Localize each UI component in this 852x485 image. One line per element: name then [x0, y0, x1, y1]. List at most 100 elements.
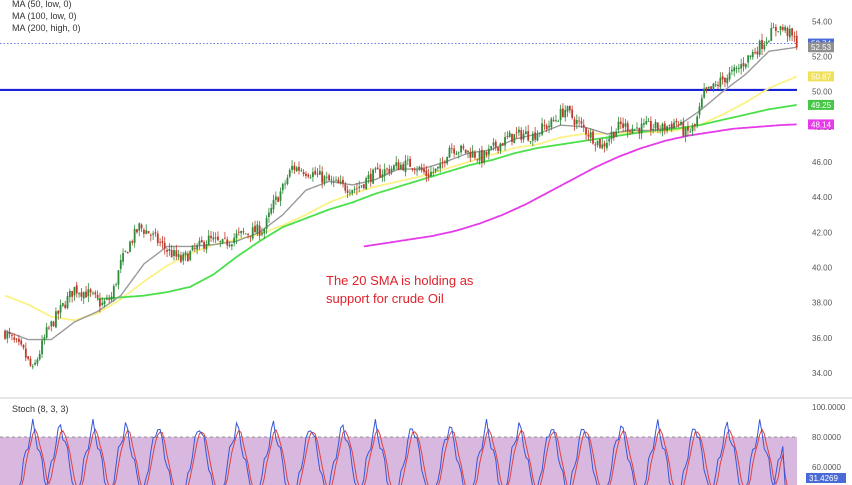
- candle-body: [793, 36, 796, 38]
- annotation: The 20 SMA is holding as support for crud…: [326, 273, 474, 306]
- candle: [774, 24, 777, 37]
- candle: [413, 167, 416, 175]
- candle: [527, 124, 530, 142]
- candle: [522, 129, 525, 143]
- candle: [536, 130, 539, 142]
- candle-body: [305, 173, 307, 176]
- candle-body: [464, 149, 467, 153]
- candle-body: [409, 158, 412, 167]
- candle: [13, 333, 16, 343]
- candle-body: [601, 144, 604, 149]
- candle-body: [295, 167, 298, 172]
- candle: [504, 132, 506, 151]
- candle-body: [656, 122, 659, 130]
- candle-body: [633, 129, 636, 130]
- candle: [712, 82, 715, 93]
- candle-body: [36, 359, 39, 364]
- candle-body: [182, 253, 185, 261]
- candle: [332, 176, 335, 188]
- candle: [263, 227, 266, 239]
- candle-body: [170, 250, 173, 258]
- candle-body: [103, 300, 106, 305]
- stoch-title: Stoch (8, 3, 3): [12, 404, 69, 414]
- candle: [242, 227, 245, 235]
- candle: [772, 22, 775, 29]
- candle-body: [751, 51, 754, 58]
- indicator-legend: MA (50, low, 0) MA (100, low, 0) MA (200, …: [12, 0, 81, 33]
- candle: [529, 141, 532, 145]
- candle: [374, 166, 377, 173]
- candle-body: [682, 122, 685, 136]
- candle-body: [474, 152, 476, 158]
- candle-body: [617, 121, 620, 130]
- candle-body: [670, 123, 673, 129]
- candle-body: [610, 131, 613, 140]
- candle-body: [737, 67, 740, 69]
- candle: [143, 228, 145, 238]
- candle-body: [497, 147, 499, 151]
- candle-body: [483, 151, 486, 163]
- candle-body: [381, 174, 384, 178]
- candle: [406, 155, 409, 166]
- candle: [524, 126, 527, 135]
- candle-body: [258, 225, 261, 236]
- candle-body: [508, 132, 511, 138]
- candle: [497, 147, 499, 154]
- candle: [226, 236, 229, 249]
- candle: [589, 128, 592, 143]
- candle-body: [622, 123, 625, 128]
- candle: [765, 37, 768, 47]
- candle-body: [684, 127, 687, 137]
- candle-body: [733, 67, 736, 72]
- price-axis-tick-label: 46.00: [812, 158, 833, 167]
- candle: [647, 117, 650, 122]
- annotation-line: support for crude Oil: [326, 291, 444, 306]
- candle-body: [369, 173, 372, 183]
- candle: [369, 168, 372, 187]
- candle-body: [203, 241, 205, 249]
- candle: [721, 72, 724, 85]
- candle-body: [652, 129, 655, 131]
- candle: [649, 116, 652, 136]
- candle-body: [140, 224, 143, 229]
- candle-body: [41, 340, 43, 355]
- candle-body: [740, 64, 743, 69]
- candle: [793, 31, 796, 43]
- candle-body: [254, 225, 256, 233]
- candle: [582, 119, 585, 133]
- candle: [740, 58, 743, 75]
- candle-body: [638, 127, 641, 134]
- candle-body: [279, 191, 282, 201]
- candle: [515, 126, 518, 139]
- candle: [307, 172, 310, 179]
- value-badge: 52.53: [808, 42, 834, 53]
- candle-body: [300, 170, 303, 172]
- candle-body: [24, 348, 27, 358]
- candle: [244, 233, 247, 235]
- candle: [217, 231, 219, 242]
- candle: [112, 284, 115, 302]
- candle-body: [728, 72, 731, 80]
- candle: [446, 156, 449, 166]
- candle: [555, 114, 557, 123]
- candle-body: [705, 87, 708, 90]
- candle: [105, 294, 108, 301]
- candle-body: [731, 69, 733, 72]
- candle: [559, 104, 562, 126]
- candle-body: [629, 130, 631, 132]
- candle: [638, 127, 641, 140]
- candle-body: [108, 298, 111, 300]
- candle-body: [490, 145, 493, 149]
- candle-body: [94, 292, 97, 295]
- candle-body: [524, 131, 527, 135]
- candle: [318, 164, 321, 175]
- candle-body: [237, 231, 240, 233]
- candle-body: [205, 244, 208, 250]
- candle: [251, 222, 254, 241]
- candle-body: [323, 176, 326, 183]
- candle: [631, 124, 634, 134]
- candle: [358, 180, 361, 193]
- candle-body: [478, 151, 481, 161]
- candle-body: [673, 122, 675, 129]
- candle: [191, 245, 194, 252]
